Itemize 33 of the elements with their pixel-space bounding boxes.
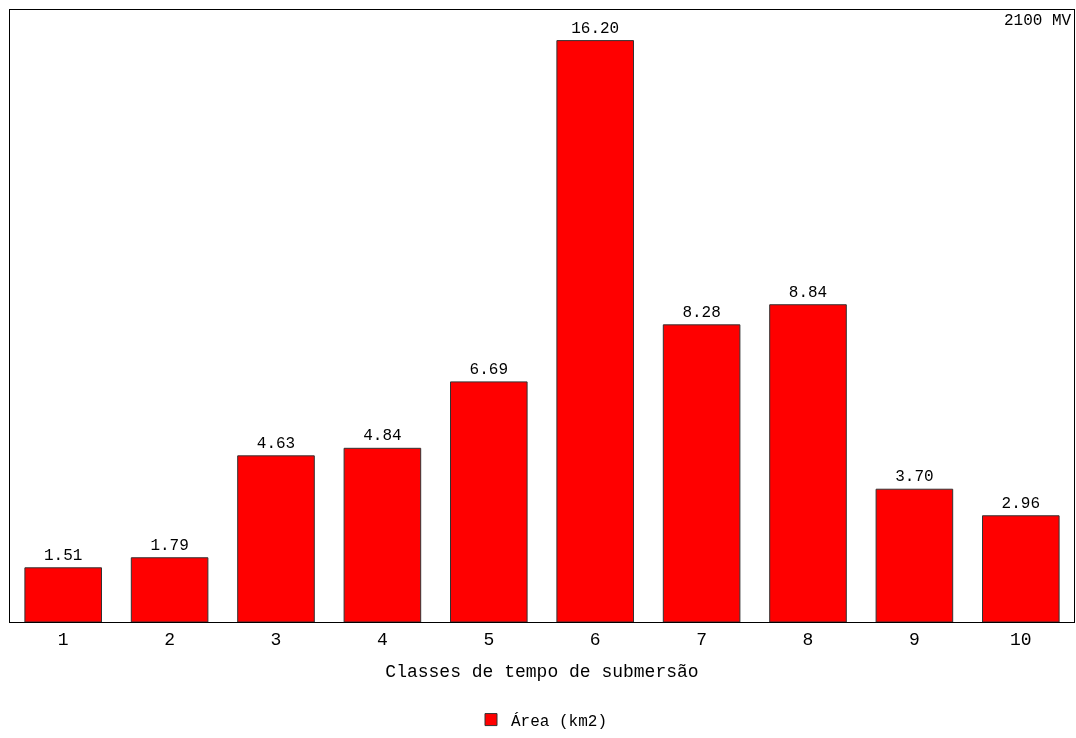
bar xyxy=(982,515,1060,622)
x-tick-label: 5 xyxy=(483,629,495,650)
data-label: 8.28 xyxy=(682,303,721,322)
bar xyxy=(237,455,315,622)
data-label: 8.84 xyxy=(788,283,828,302)
bar xyxy=(556,40,634,622)
x-tick-label: 2 xyxy=(164,629,176,650)
x-axis-title: Classes de tempo de submersão xyxy=(385,661,699,682)
bar xyxy=(662,324,741,622)
bar xyxy=(24,567,102,622)
data-label: 1.79 xyxy=(150,536,189,555)
data-label: 3.70 xyxy=(895,468,934,487)
text: 2100 MV xyxy=(1004,12,1072,30)
x-tick-label: 1 xyxy=(57,629,69,650)
x-tick-label: 10 xyxy=(1010,629,1032,650)
x-tick-label: 6 xyxy=(589,629,601,650)
data-label: 4.84 xyxy=(363,427,402,446)
x-tick-label: 8 xyxy=(802,629,814,650)
data-label: 4.63 xyxy=(256,434,296,453)
x-tick-label: 4 xyxy=(376,629,388,650)
x-tick-label: 9 xyxy=(908,629,920,650)
data-label: 1.51 xyxy=(44,546,83,565)
data-label: 2.96 xyxy=(1001,494,1040,513)
bar xyxy=(769,304,847,622)
bar xyxy=(450,381,528,622)
x-tick-label: 3 xyxy=(270,629,282,650)
data-label: 16.20 xyxy=(571,19,620,38)
bar xyxy=(343,447,422,622)
x-tick-label: 7 xyxy=(696,629,708,650)
bar xyxy=(130,557,209,622)
legend-label: Área (km2) xyxy=(511,711,608,731)
data-label: 6.69 xyxy=(469,360,508,379)
bar xyxy=(875,488,954,622)
